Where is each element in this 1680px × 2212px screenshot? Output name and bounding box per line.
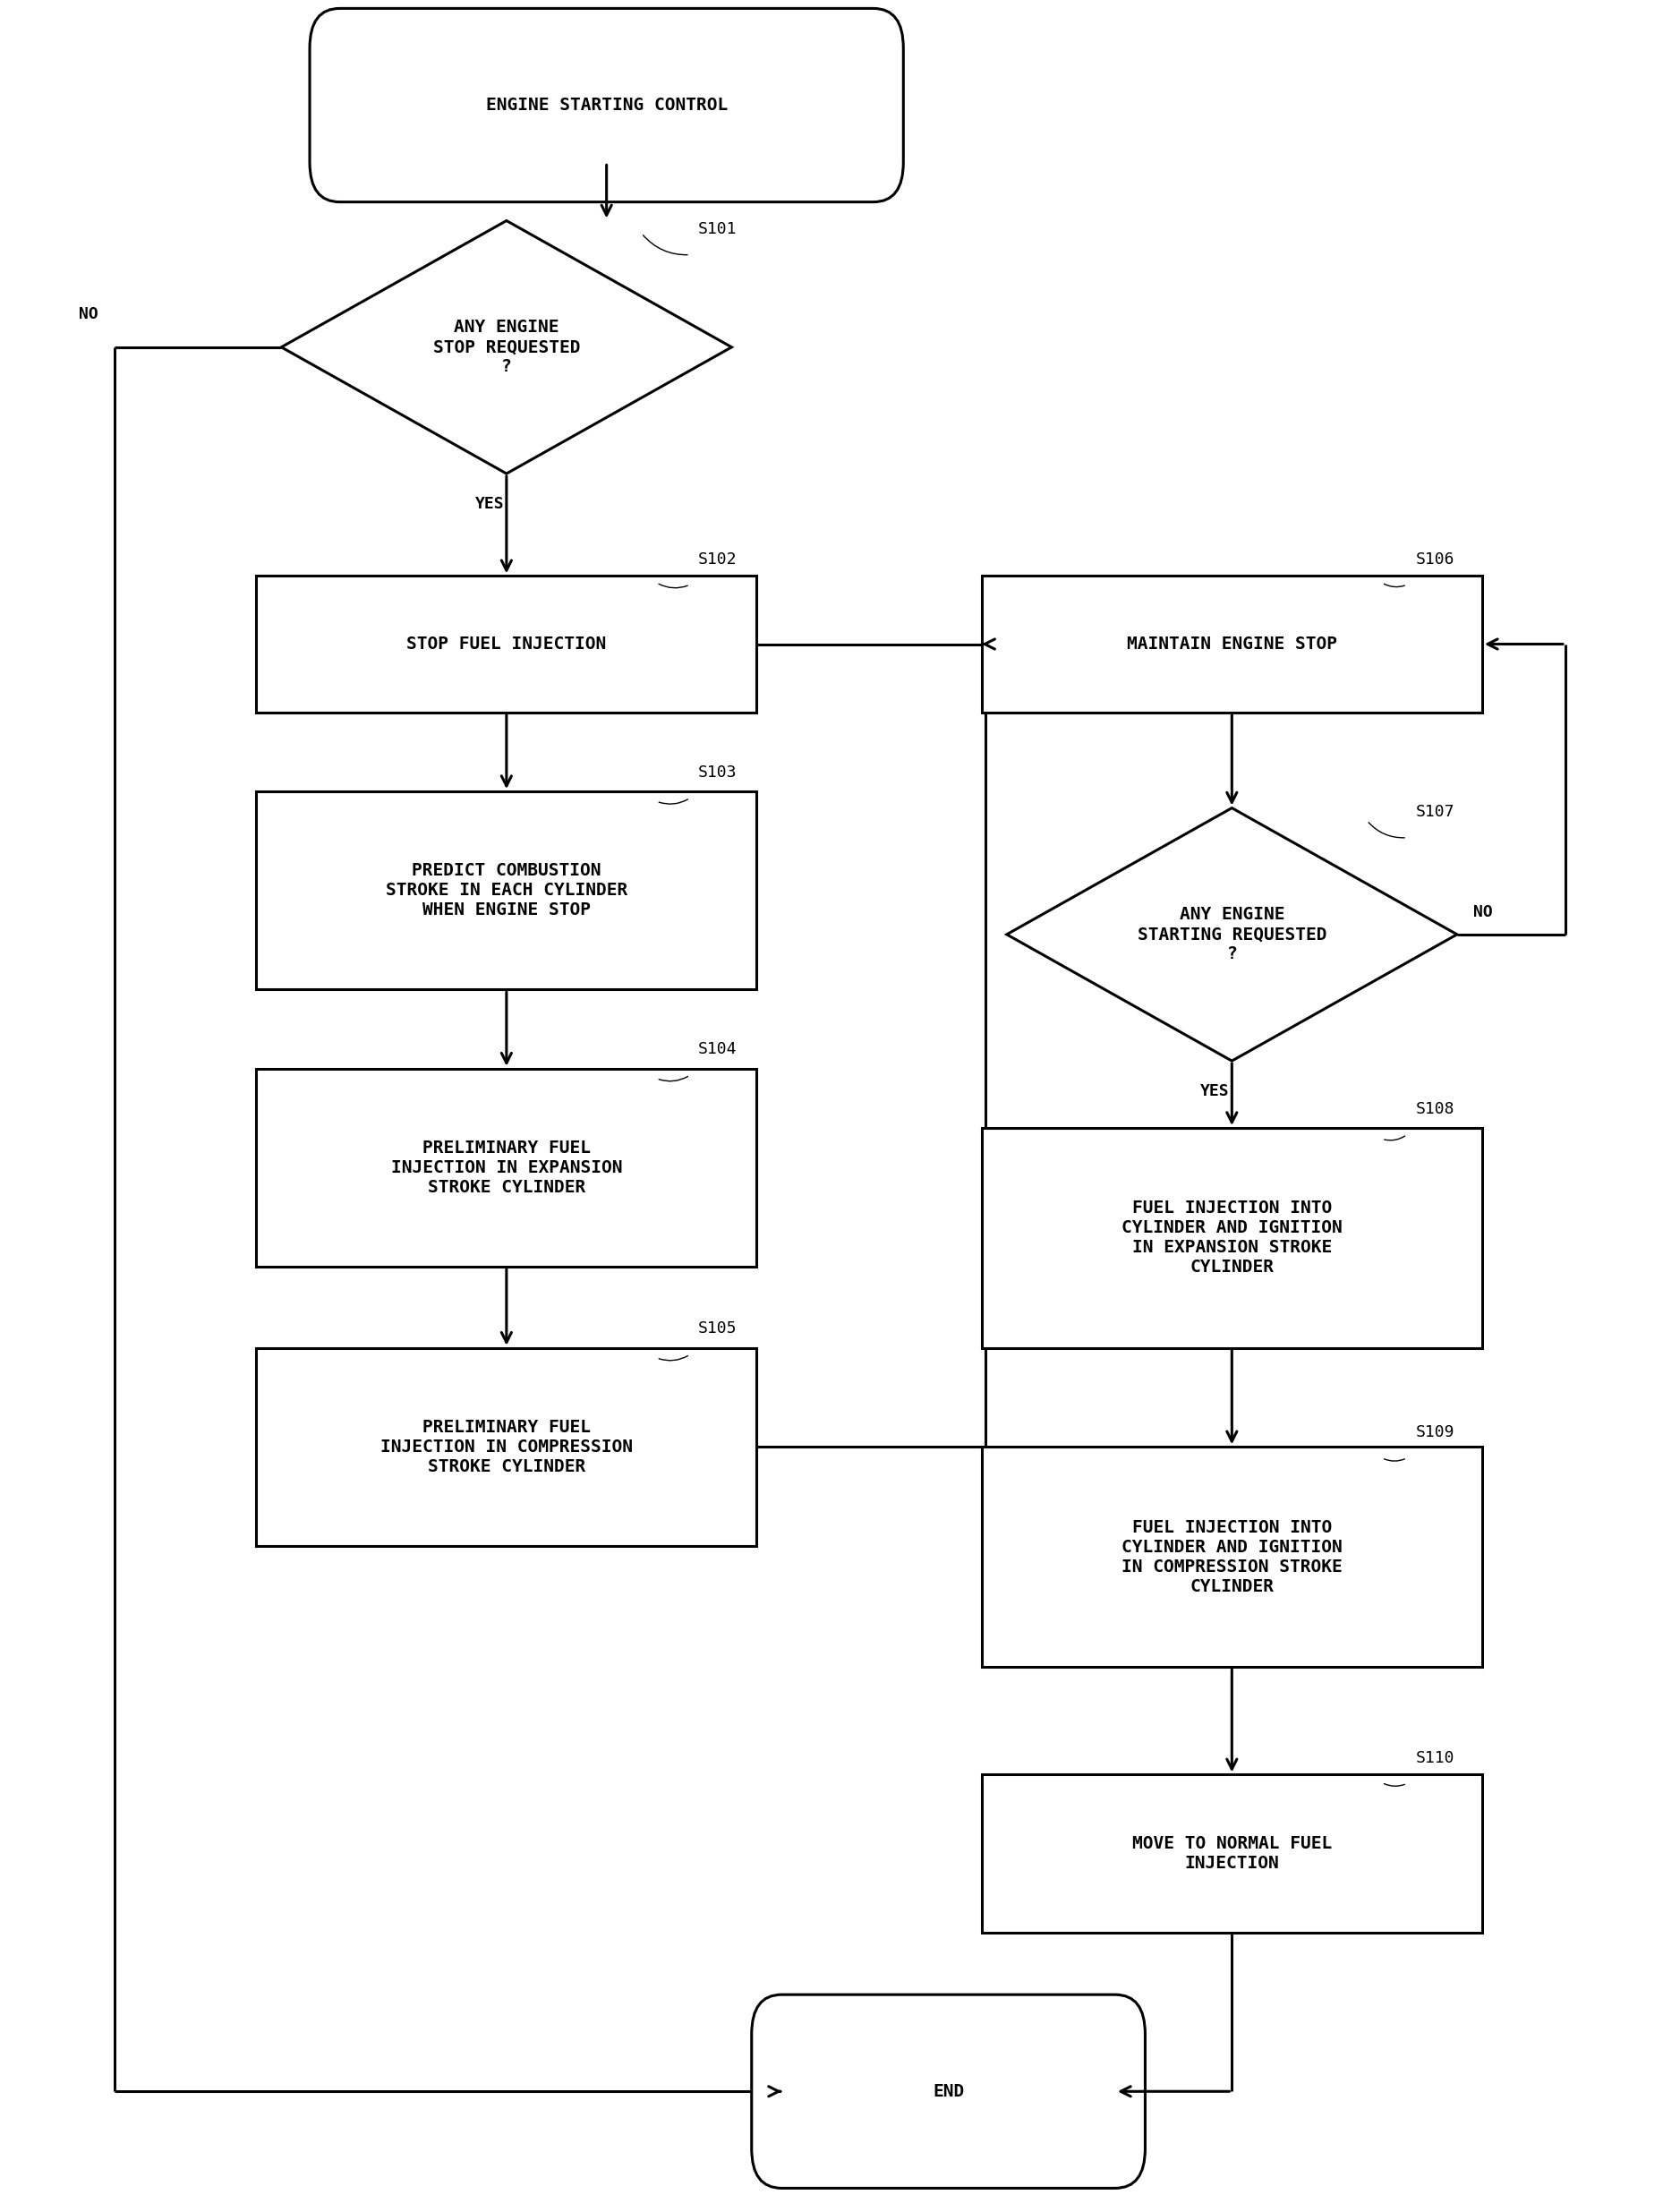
Bar <box>981 1447 1482 1668</box>
Text: S108: S108 <box>1415 1102 1455 1117</box>
Polygon shape <box>281 221 731 473</box>
Text: PRELIMINARY FUEL
INJECTION IN COMPRESSION
STROKE CYLINDER: PRELIMINARY FUEL INJECTION IN COMPRESSIO… <box>380 1418 633 1475</box>
Text: FUEL INJECTION INTO
CYLINDER AND IGNITION
IN COMPRESSION STROKE
CYLINDER: FUEL INJECTION INTO CYLINDER AND IGNITIO… <box>1122 1520 1342 1595</box>
Text: PRELIMINARY FUEL
INJECTION IN EXPANSION
STROKE CYLINDER: PRELIMINARY FUEL INJECTION IN EXPANSION … <box>391 1139 622 1197</box>
Text: YES: YES <box>1201 1084 1230 1099</box>
Text: PREDICT COMBUSTION
STROKE IN EACH CYLINDER
WHEN ENGINE STOP: PREDICT COMBUSTION STROKE IN EACH CYLIND… <box>385 863 627 918</box>
Text: ANY ENGINE
STARTING REQUESTED
?: ANY ENGINE STARTING REQUESTED ? <box>1137 907 1327 962</box>
Polygon shape <box>1006 807 1457 1062</box>
Text: S101: S101 <box>699 221 738 237</box>
Text: ANY ENGINE
STOP REQUESTED
?: ANY ENGINE STOP REQUESTED ? <box>433 319 580 376</box>
Bar <box>981 1128 1482 1347</box>
Text: S110: S110 <box>1415 1750 1455 1765</box>
Text: S109: S109 <box>1415 1425 1455 1440</box>
Bar <box>257 1347 756 1546</box>
Bar <box>981 1774 1482 1933</box>
Text: NO: NO <box>1473 905 1494 920</box>
Text: S104: S104 <box>699 1042 738 1057</box>
Bar <box>257 1068 756 1267</box>
Text: S102: S102 <box>699 551 738 566</box>
Bar <box>981 575 1482 712</box>
FancyBboxPatch shape <box>309 9 904 201</box>
Text: MAINTAIN ENGINE STOP: MAINTAIN ENGINE STOP <box>1127 635 1337 653</box>
Bar <box>257 575 756 712</box>
Text: S107: S107 <box>1415 803 1455 821</box>
FancyBboxPatch shape <box>751 1995 1146 2188</box>
Text: ENGINE STARTING CONTROL: ENGINE STARTING CONTROL <box>486 97 727 113</box>
Text: END: END <box>932 2084 964 2099</box>
Text: S103: S103 <box>699 765 738 781</box>
Text: YES: YES <box>475 495 504 511</box>
Text: NO: NO <box>79 305 97 323</box>
Text: S106: S106 <box>1415 551 1455 566</box>
Text: S105: S105 <box>699 1321 738 1336</box>
Bar <box>257 792 756 989</box>
Text: MOVE TO NORMAL FUEL
INJECTION: MOVE TO NORMAL FUEL INJECTION <box>1132 1836 1332 1871</box>
Text: FUEL INJECTION INTO
CYLINDER AND IGNITION
IN EXPANSION STROKE
CYLINDER: FUEL INJECTION INTO CYLINDER AND IGNITIO… <box>1122 1199 1342 1276</box>
Text: STOP FUEL INJECTION: STOP FUEL INJECTION <box>407 635 606 653</box>
